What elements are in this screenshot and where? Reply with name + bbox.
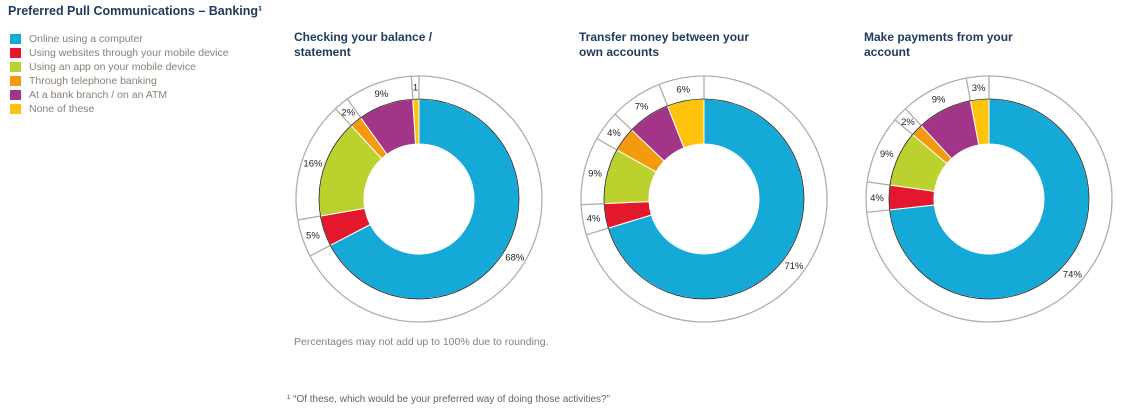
label-separator [581, 203, 605, 206]
label-separator [894, 119, 913, 136]
footnote: ¹ “Of these, which would be your preferr… [287, 394, 610, 405]
legend-label: None of these [29, 103, 95, 115]
donut-outline [603, 98, 805, 300]
legend-label: Online using a computer [29, 33, 143, 45]
legend-label: Through telephone banking [29, 75, 157, 87]
legend-item: Through telephone banking [10, 74, 229, 88]
label-separator [965, 78, 972, 101]
data-label: 9% [375, 89, 389, 100]
label-separator [596, 138, 618, 151]
data-label: 1 [413, 83, 418, 94]
legend-label: At a bank branch / on an ATM [29, 89, 168, 101]
donut-outline [888, 98, 1090, 300]
label-separator [297, 215, 321, 221]
label-separator [866, 209, 890, 214]
data-label: 4% [587, 214, 601, 225]
data-label: 4% [870, 193, 884, 204]
label-separator [658, 84, 669, 107]
page-title: Preferred Pull Communications – Banking¹ [8, 4, 263, 18]
legend-swatch [10, 48, 21, 58]
legend-swatch [10, 76, 21, 86]
label-separator [309, 244, 331, 257]
data-label: 9% [588, 169, 602, 180]
legend-swatch [10, 34, 21, 44]
data-label: 9% [880, 149, 894, 160]
legend: Online using a computer Using websites th… [10, 32, 229, 116]
data-label: 2% [341, 108, 355, 119]
legend-label: Using an app on your mobile device [29, 61, 196, 73]
rounding-note: Percentages may not add up to 100% due t… [294, 336, 549, 348]
chart-title-1: Checking your balance / statement [294, 30, 433, 59]
label-separator [614, 113, 633, 131]
legend-item: Using an app on your mobile device [10, 60, 229, 74]
data-label: 7% [635, 101, 649, 112]
legend-item: At a bank branch / on an ATM [10, 88, 229, 102]
data-label: 2% [901, 117, 915, 128]
data-label: 4% [607, 128, 621, 139]
data-label: 6% [676, 84, 690, 95]
legend-item: Online using a computer [10, 32, 229, 46]
data-label: 71% [784, 261, 804, 272]
label-separator [346, 98, 362, 119]
label-separator [410, 76, 414, 100]
legend-swatch [10, 62, 21, 72]
legend-label: Using websites through your mobile devic… [29, 47, 229, 59]
legend-swatch [10, 90, 21, 100]
label-separator [334, 108, 352, 127]
label-separator [867, 181, 891, 186]
data-label: 16% [303, 159, 323, 170]
donut-outline [318, 98, 520, 300]
data-label: 3% [972, 83, 986, 94]
data-label: 9% [932, 94, 946, 105]
legend-item: Using websites through your mobile devic… [10, 46, 229, 60]
label-separator [904, 108, 922, 127]
data-label: 5% [306, 230, 320, 241]
legend-item: None of these [10, 102, 229, 116]
label-separator [586, 227, 609, 236]
data-label: 74% [1063, 269, 1083, 280]
chart-title-3: Make payments from your account [864, 30, 1013, 59]
legend-swatch [10, 104, 21, 114]
data-label: 68% [505, 252, 525, 263]
chart-title-2: Transfer money between your own accounts [579, 30, 750, 59]
